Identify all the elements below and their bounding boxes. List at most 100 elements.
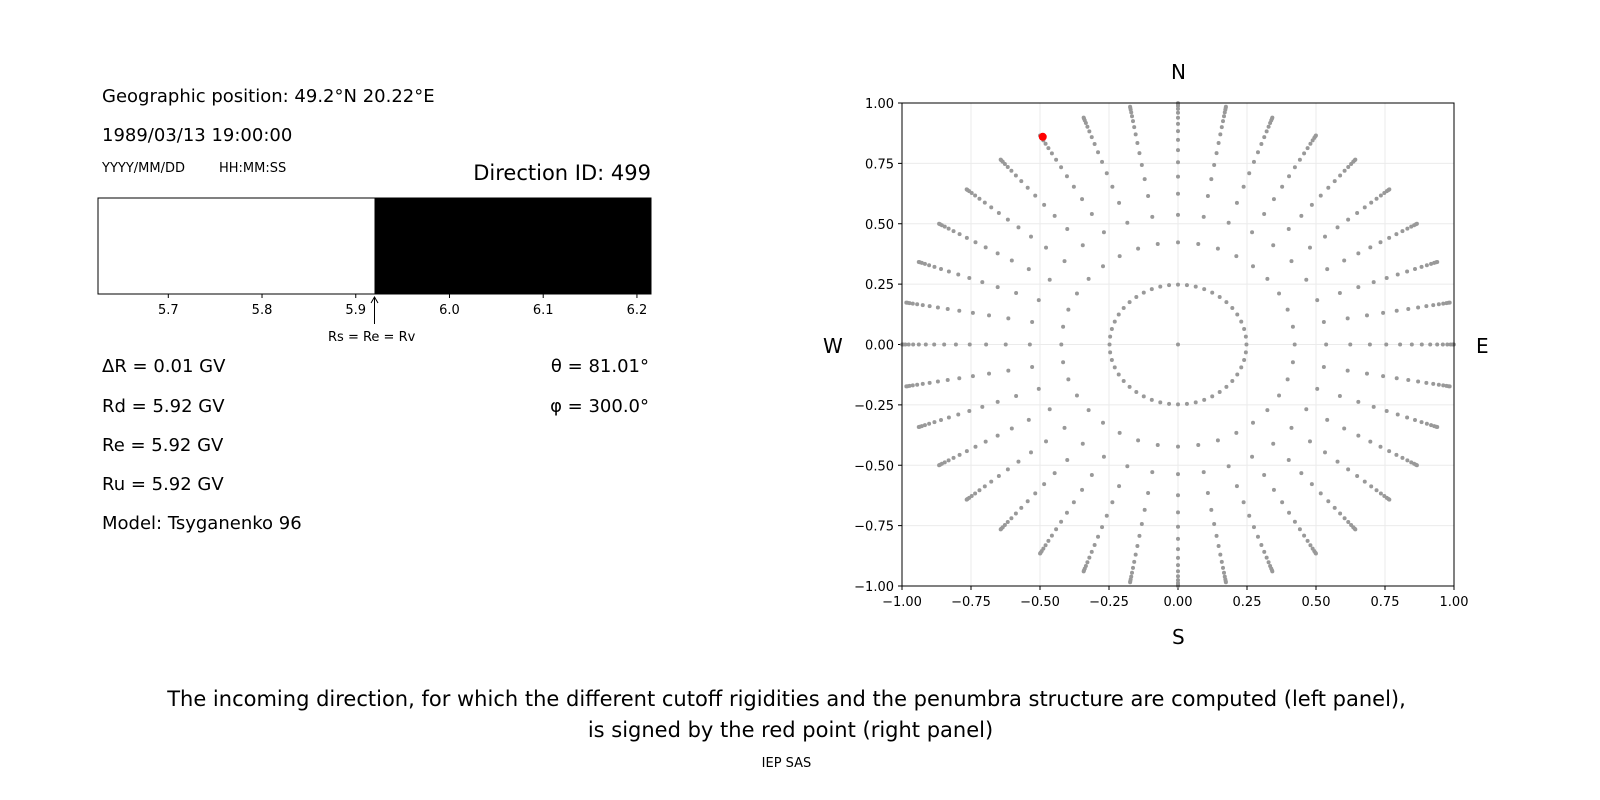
grid-point <box>1127 384 1132 389</box>
grid-point <box>1270 115 1275 120</box>
grid-point <box>983 439 988 444</box>
grid-point <box>1038 551 1043 556</box>
grid-point <box>987 371 992 376</box>
grid-point <box>1250 454 1255 459</box>
grid-point <box>1280 500 1285 505</box>
grid-point <box>1412 417 1417 422</box>
grid-point <box>1005 520 1010 525</box>
grid-point <box>1302 533 1307 538</box>
annotation-arrowhead <box>370 296 379 304</box>
grid-point <box>1104 171 1109 176</box>
grid-point <box>1387 235 1392 240</box>
grid-point <box>977 196 982 201</box>
grid-point <box>1217 390 1222 395</box>
penumbra-segment-0 <box>98 198 375 294</box>
grid-point <box>932 264 937 269</box>
grid-point <box>1210 290 1215 295</box>
grid-point <box>1080 243 1085 248</box>
grid-point <box>1378 240 1383 245</box>
grid-point <box>922 423 927 428</box>
grid-point <box>1100 525 1105 530</box>
grid-point <box>1176 536 1180 541</box>
bar-xtick-label: 5.8 <box>252 303 273 318</box>
grid-point <box>1019 179 1024 184</box>
grid-point <box>1429 261 1434 266</box>
grid-point <box>1176 342 1180 347</box>
grid-point <box>1315 386 1320 391</box>
grid-point <box>1356 285 1361 290</box>
grid-point <box>1176 472 1180 477</box>
grid-point <box>1134 294 1139 299</box>
grid-point <box>1221 570 1226 575</box>
grid-point <box>1346 520 1351 525</box>
grid-point <box>1287 510 1292 515</box>
grid-point <box>1429 423 1434 428</box>
grid-point <box>1332 179 1337 184</box>
grid-point <box>1081 115 1086 120</box>
grid-point <box>1016 225 1021 230</box>
grid-point <box>1381 310 1386 315</box>
grid-point <box>1096 150 1101 155</box>
grid-point <box>1044 245 1049 250</box>
grid-point <box>1309 202 1314 207</box>
grid-point <box>1277 393 1282 398</box>
grid-point <box>1286 457 1291 462</box>
grid-point <box>982 484 987 489</box>
grid-point <box>1271 441 1276 446</box>
grid-point <box>1089 211 1094 216</box>
bar-xtick-label: 6.2 <box>627 303 648 318</box>
grid-point <box>1318 491 1323 496</box>
grid-point <box>1335 225 1340 230</box>
grid-point <box>1117 254 1122 259</box>
grid-point <box>1285 377 1290 382</box>
grid-point <box>1104 513 1109 518</box>
compass-w: W <box>823 334 843 358</box>
grid-point <box>1046 538 1051 543</box>
grid-point <box>1224 384 1229 389</box>
grid-point <box>1074 291 1079 296</box>
grid-point <box>1108 350 1113 355</box>
grid-point <box>1136 438 1141 443</box>
grid-point <box>1305 538 1310 543</box>
grid-point <box>982 200 987 205</box>
grid-point <box>1059 342 1064 347</box>
y-tick-label: 1.00 <box>865 97 894 112</box>
grid-point <box>1128 104 1133 109</box>
grid-point <box>946 415 951 420</box>
grid-point <box>1290 360 1295 365</box>
grid-point <box>1230 378 1235 383</box>
grid-point <box>1130 570 1135 575</box>
grid-point <box>1109 358 1114 363</box>
grid-point <box>1226 220 1231 225</box>
grid-point <box>1309 482 1314 487</box>
grid-point <box>1406 378 1411 383</box>
grid-point <box>1016 459 1021 464</box>
grid-point <box>1158 400 1163 405</box>
grid-point <box>1030 319 1035 324</box>
grid-point <box>1062 425 1067 430</box>
grid-point <box>1219 125 1224 130</box>
grid-point <box>1325 417 1330 422</box>
grid-point <box>1135 141 1140 146</box>
rd-value: Rd = 5.92 GV <box>102 396 225 417</box>
grid-point <box>1142 177 1147 182</box>
grid-point <box>1286 227 1291 232</box>
delta-r: ΔR = 0.01 GV <box>102 356 226 377</box>
grid-point <box>1219 559 1224 564</box>
grid-point <box>1235 372 1240 377</box>
grid-point <box>1277 291 1282 296</box>
grid-point <box>1337 290 1342 295</box>
penumbra-annotation: Rs = Re = Rv <box>328 330 416 345</box>
grid-point <box>1235 312 1240 317</box>
grid-point <box>1374 196 1379 201</box>
grid-point <box>1065 227 1070 232</box>
grid-point <box>1054 527 1059 532</box>
grid-point <box>1378 444 1383 449</box>
grid-point <box>1322 450 1327 455</box>
grid-point <box>1395 272 1400 277</box>
grid-point <box>932 342 937 347</box>
grid-point <box>1247 513 1252 518</box>
grid-point <box>1221 565 1226 570</box>
grid-point <box>927 421 932 426</box>
grid-point <box>1044 439 1049 444</box>
